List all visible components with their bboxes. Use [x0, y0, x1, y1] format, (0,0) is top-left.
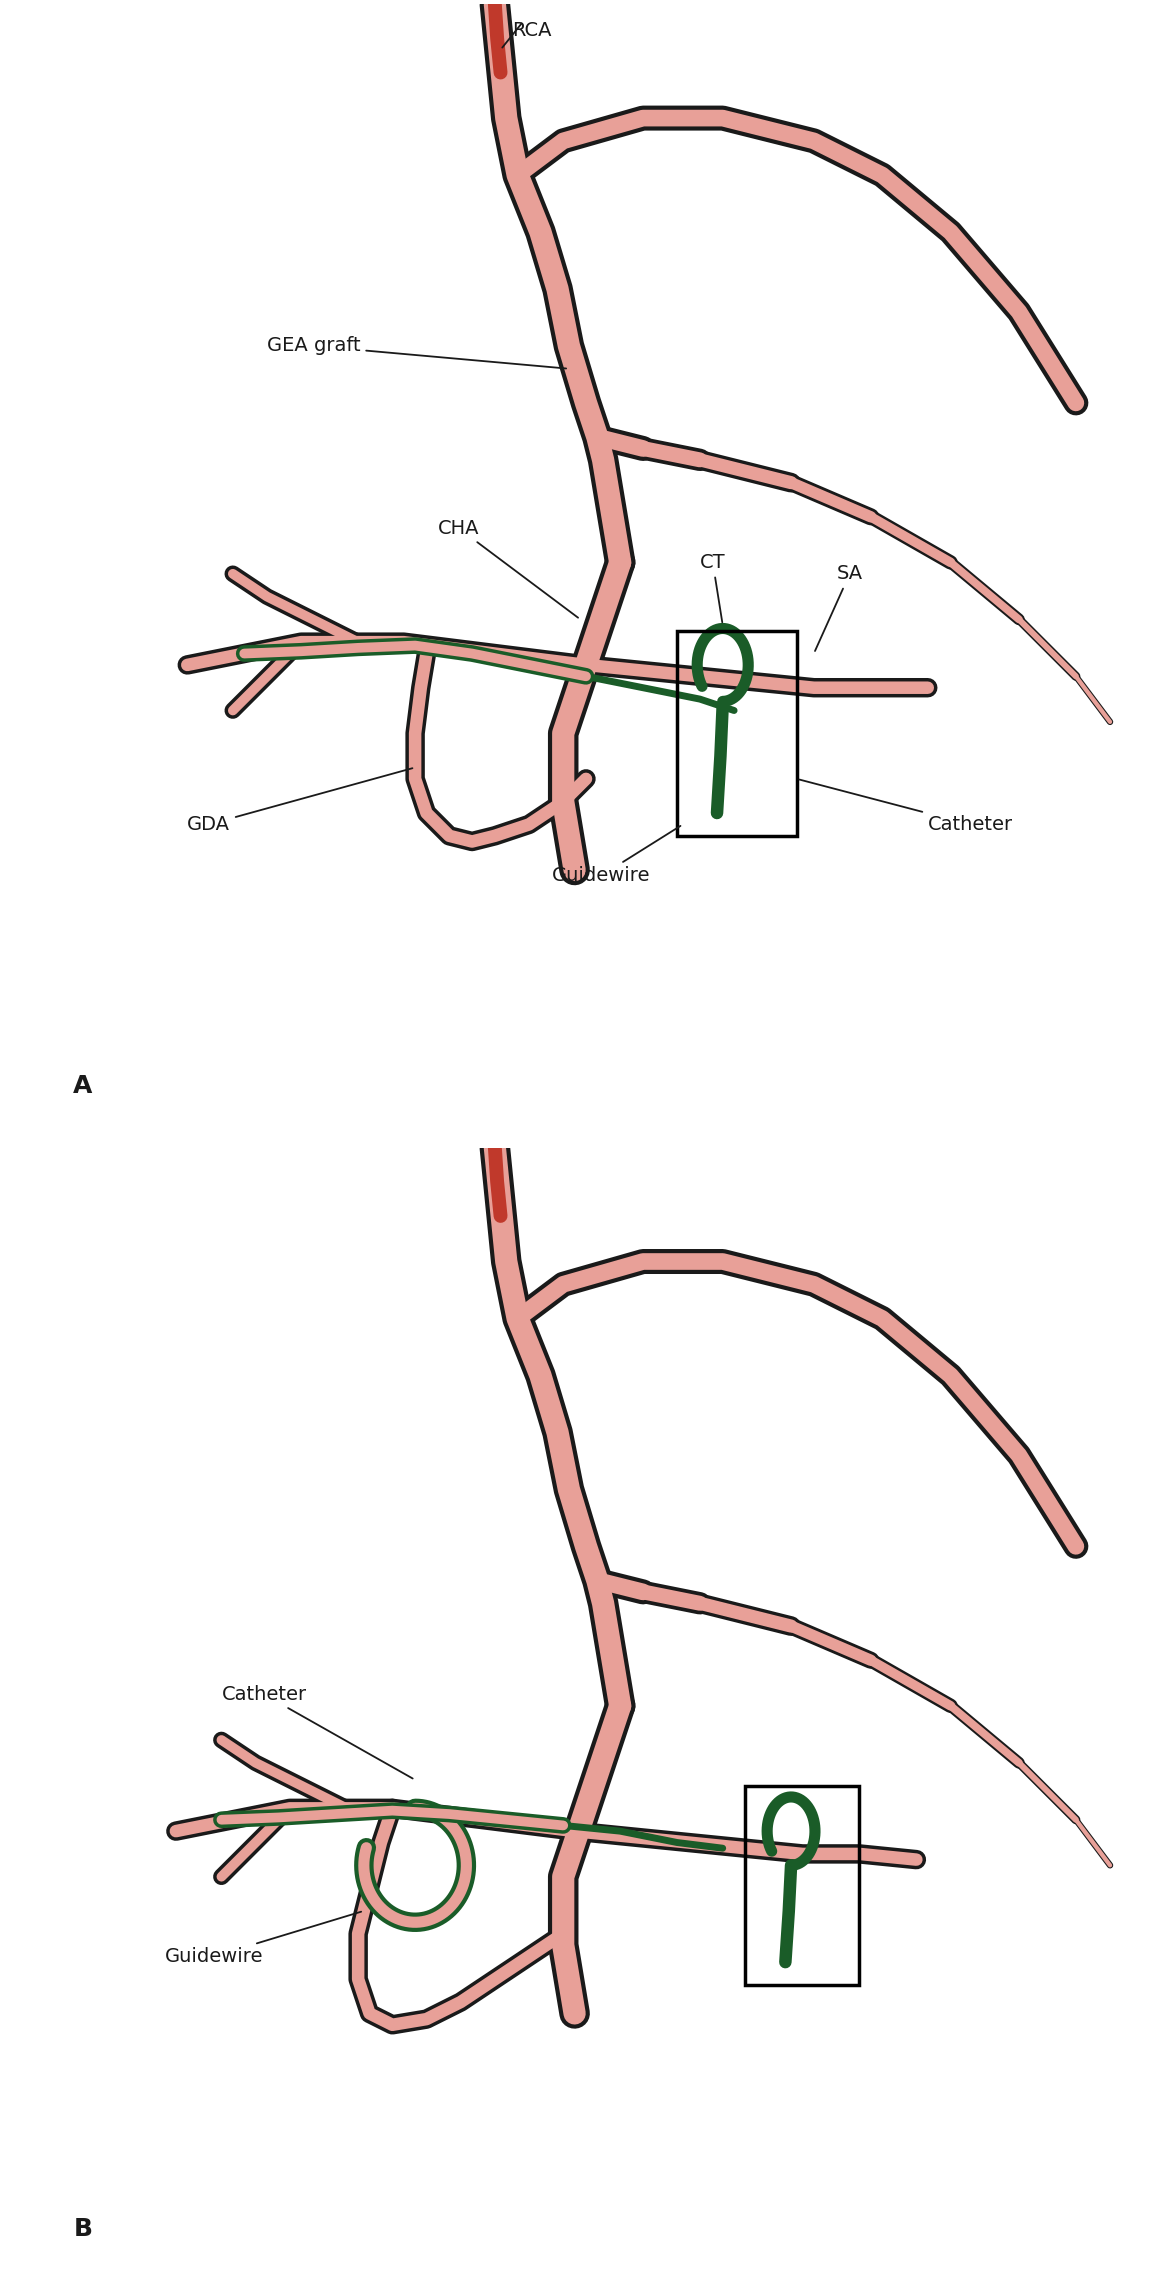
Text: Catheter: Catheter: [799, 779, 1013, 834]
Text: Guidewire: Guidewire: [552, 825, 681, 884]
Text: GDA: GDA: [188, 767, 413, 834]
Bar: [677, 630, 797, 836]
Text: Catheter: Catheter: [222, 1684, 413, 1778]
Bar: [745, 1785, 859, 1984]
Text: Guidewire: Guidewire: [164, 1911, 361, 1966]
Text: SA: SA: [815, 564, 863, 651]
Text: CT: CT: [700, 552, 725, 623]
Text: GEA graft: GEA graft: [267, 337, 566, 369]
Text: B: B: [74, 2218, 93, 2241]
Text: CHA: CHA: [438, 518, 578, 619]
Text: A: A: [74, 1074, 93, 1097]
Text: RCA: RCA: [512, 21, 552, 41]
